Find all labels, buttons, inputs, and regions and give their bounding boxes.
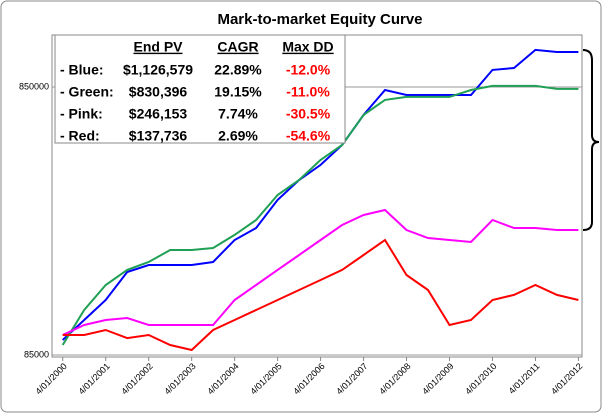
legend-stat: $830,396 [129,84,188,100]
legend-header: CAGR [217,39,258,55]
legend-box [54,34,346,144]
legend-stat: 7.74% [218,106,258,122]
legend-stat: 19.15% [214,84,262,100]
series-line [61,84,579,346]
legend-stat: $1,126,579 [123,62,193,78]
legend-stat: -54.6% [286,128,331,144]
legend-stat: -12.0% [286,62,331,78]
chart-title: Mark-to-market Equity Curve [217,11,422,28]
brace [582,49,600,231]
legend-stat: 2.69% [218,128,258,144]
legend: End PV CAGR Max DD - Blue: $1,126,579 22.89% -… [54,34,346,144]
legend-label: - Green: [60,84,114,100]
legend-stat: $137,736 [129,128,188,144]
legend-stat: -11.0% [286,84,330,100]
legend-header: End PV [133,39,183,55]
series-line [62,48,579,341]
series-line [62,238,579,352]
legend-label: - Red: [60,128,100,144]
y-tick-label: 850000 [19,81,49,91]
legend-label: - Blue: [60,62,104,78]
legend-stat: $246,153 [129,106,188,122]
series-line [62,208,579,336]
legend-label: - Pink: [60,106,103,122]
y-tick-label: 85000 [24,349,49,359]
legend-stat: -30.5% [286,106,331,122]
legend-header: Max DD [282,39,333,55]
legend-stat: 22.89% [214,62,262,78]
